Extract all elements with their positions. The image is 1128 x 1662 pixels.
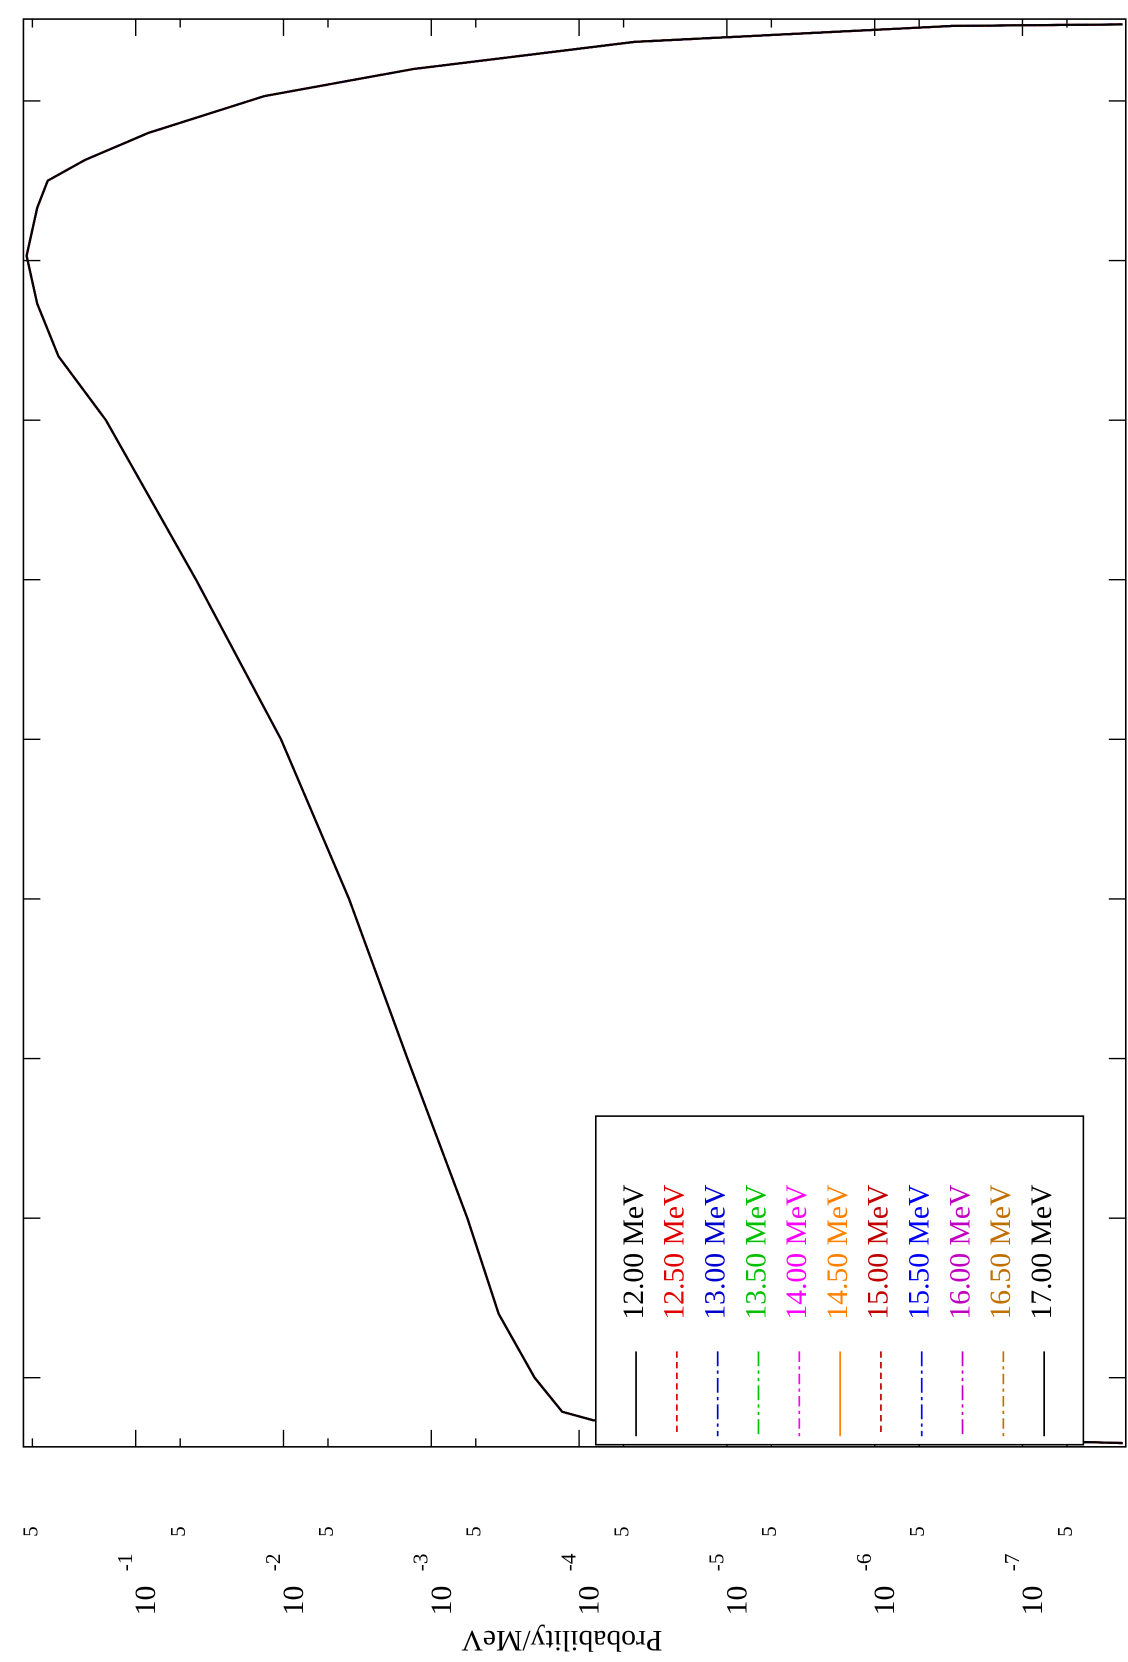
legend-label: 16.00 MeV — [944, 1184, 976, 1320]
y-tick-exponent: -1 — [113, 1554, 137, 1572]
y-tick-label: 5 — [314, 1526, 338, 1537]
legend-label: 14.00 MeV — [781, 1184, 813, 1320]
legend: 12.00 MeV 12.50 MeV 13.00 MeV 13.50 MeV 14.0… — [595, 1115, 1085, 1446]
y-tick-label: 10 — [278, 1586, 310, 1616]
y-tick-exponent: -7 — [1000, 1554, 1024, 1572]
legend-label: 13.50 MeV — [740, 1184, 772, 1320]
plot-frame — [22, 18, 1127, 1448]
y-tick-label: 5 — [1053, 1526, 1077, 1537]
legend-label: 14.50 MeV — [822, 1184, 854, 1320]
y-tick-label: 5 — [905, 1526, 929, 1537]
y-tick-label: 5 — [757, 1526, 781, 1537]
y-tick-label: 10 — [869, 1586, 901, 1616]
y-tick-label: 10 — [574, 1586, 606, 1616]
legend-label: 13.00 MeV — [700, 1184, 732, 1320]
y-axis-label: Probability/MeV — [461, 1624, 663, 1656]
y-tick-label: 5 — [18, 1526, 42, 1537]
legend-label: 16.50 MeV — [985, 1184, 1017, 1320]
legend-label: 12.00 MeV — [618, 1184, 650, 1320]
y-tick-exponent: -4 — [556, 1553, 580, 1571]
y-tick-exponent: -5 — [704, 1554, 728, 1572]
y-tick-exponent: -2 — [261, 1554, 285, 1572]
y-tick-exponent: -6 — [852, 1554, 876, 1572]
y-tick-label: 10 — [1017, 1586, 1049, 1616]
y-tick-label: 5 — [609, 1526, 633, 1537]
series-line — [25, 23, 1123, 1445]
y-tick-exponent: -3 — [409, 1554, 433, 1572]
legend-label: 17.00 MeV — [1026, 1184, 1058, 1320]
legend-label: 12.50 MeV — [659, 1184, 691, 1320]
legend-label: 15.50 MeV — [904, 1184, 936, 1320]
y-tick-label: 10 — [721, 1586, 753, 1616]
y-tick-label: 5 — [462, 1526, 486, 1537]
y-tick-label: 5 — [166, 1526, 190, 1537]
legend-label: 15.00 MeV — [863, 1184, 895, 1320]
y-tick-label: 10 — [130, 1586, 162, 1616]
y-tick-label: 10 — [426, 1586, 458, 1616]
